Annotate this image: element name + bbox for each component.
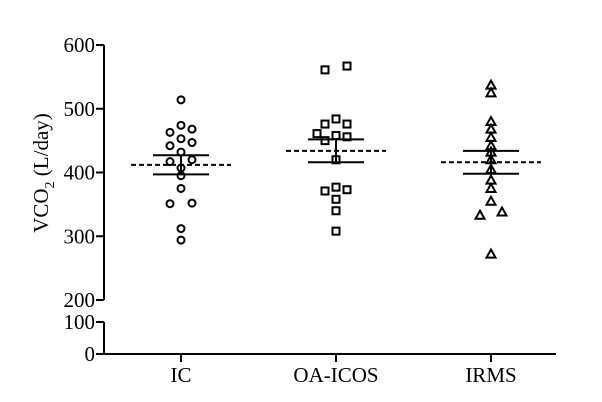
- x-tick-label: OA-ICOS: [293, 363, 378, 387]
- y-axis-title-sub: 2: [43, 181, 58, 188]
- irms-point: [484, 194, 498, 206]
- y-axis-title-rest: (L/day): [29, 113, 53, 181]
- oa-icos-point: [320, 65, 330, 75]
- data-points: [165, 61, 509, 259]
- oa-icos-point: [331, 206, 341, 216]
- ic-point: [165, 127, 175, 137]
- oa-icos-point: [320, 186, 330, 196]
- oa-icos-point: [331, 226, 341, 236]
- ic-point: [165, 141, 175, 151]
- y-tick-500: 500: [64, 97, 96, 121]
- ic-point: [176, 134, 186, 144]
- y-tick-0: 0: [85, 342, 96, 366]
- y-tick-400: 400: [64, 161, 96, 185]
- y-tick-200: 200: [64, 288, 96, 312]
- y-tick-600: 600: [64, 33, 96, 57]
- summary-lines: [131, 138, 541, 176]
- ic-point: [176, 120, 186, 130]
- ic-point: [187, 198, 197, 208]
- oa-icos-point: [342, 185, 352, 195]
- ic-point: [165, 199, 175, 209]
- oa-icos-point: [331, 131, 341, 141]
- oa-icos-point: [331, 114, 341, 124]
- ic-point: [187, 138, 197, 148]
- oa-icos-point: [342, 61, 352, 71]
- y-axis-title-main: VCO: [29, 188, 53, 232]
- irms-point: [484, 86, 498, 98]
- y-tick-100: 100: [64, 310, 96, 334]
- oa-icos-point: [342, 119, 352, 129]
- oa-icos-point: [312, 129, 322, 139]
- oa-icos-point: [320, 119, 330, 129]
- oa-icos-point: [320, 136, 330, 146]
- irms-point: [484, 247, 498, 259]
- x-tick-label: IRMS: [465, 363, 516, 387]
- ic-point: [176, 224, 186, 234]
- ic-point: [187, 124, 197, 134]
- oa-icos-point: [331, 194, 341, 204]
- category-labels: IC OA-ICOS IRMS: [171, 363, 517, 387]
- oa-icos-point: [331, 182, 341, 192]
- irms-point: [495, 205, 509, 217]
- ic-point: [187, 155, 197, 165]
- x-tick-label: IC: [171, 363, 192, 387]
- ic-point: [176, 95, 186, 105]
- ic-point: [176, 235, 186, 245]
- ic-point: [176, 183, 186, 193]
- irms-point: [473, 208, 487, 220]
- axes: [96, 44, 556, 362]
- irms-point: [484, 181, 498, 193]
- y-axis-title: VCO2 (L/day): [29, 113, 58, 233]
- ic-point: [165, 157, 175, 167]
- y-tick-300: 300: [64, 224, 96, 248]
